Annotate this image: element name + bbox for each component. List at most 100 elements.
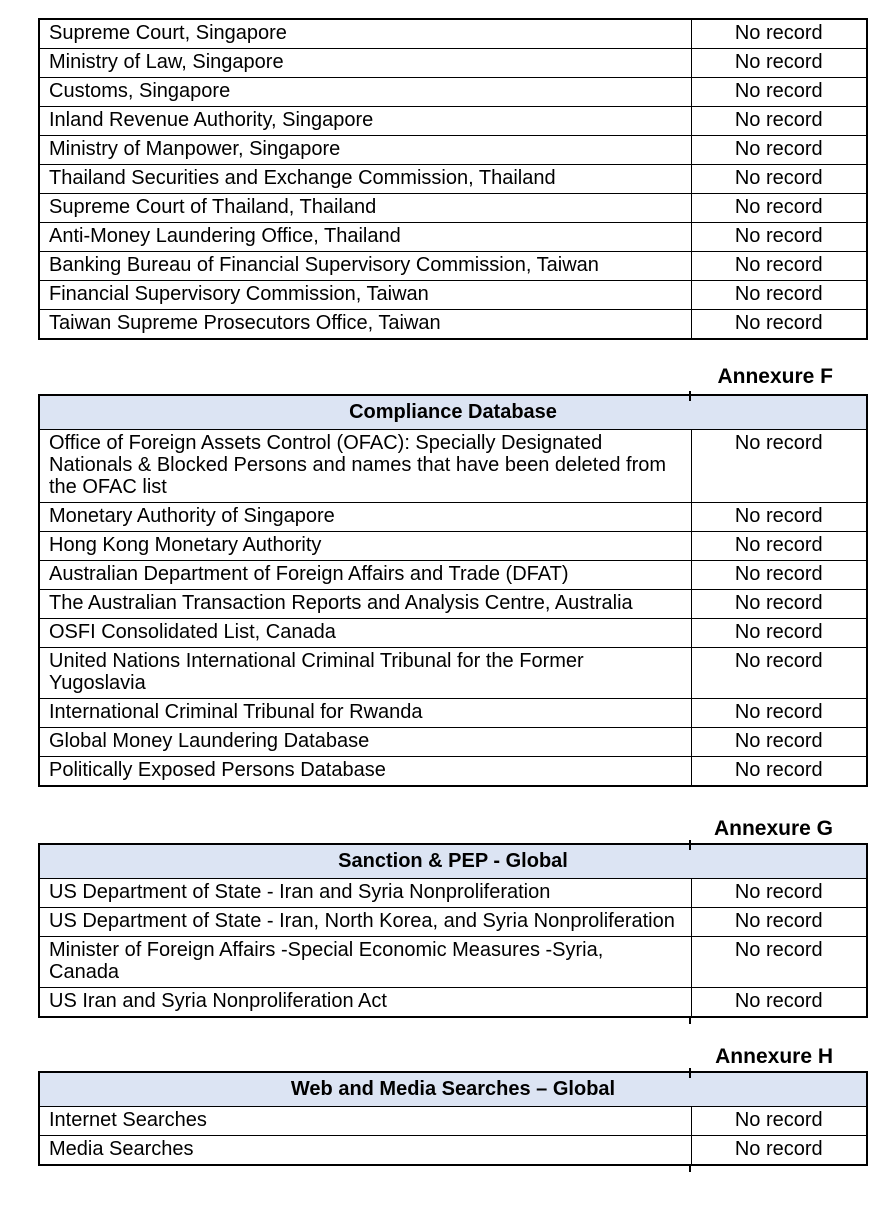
source-cell: Australian Department of Foreign Affairs… bbox=[38, 560, 692, 590]
table-row: Media Searches No record bbox=[38, 1135, 868, 1166]
source-cell: Supreme Court, Singapore bbox=[38, 18, 692, 49]
table-row: US Iran and Syria Nonproliferation Act No… bbox=[38, 987, 868, 1018]
table-title: Sanction & PEP - Global bbox=[38, 843, 868, 879]
table-row: Supreme Court of Thailand, Thailand No re… bbox=[38, 193, 868, 223]
section-web-media-searches: Web and Media Searches – Global Internet… bbox=[38, 1068, 868, 1172]
table-row: Ministry of Manpower, Singapore No record bbox=[38, 135, 868, 165]
report-page: Supreme Court, Singapore No record Ministr… bbox=[38, 18, 869, 1172]
annexure-h-label: Annexure H bbox=[715, 1045, 833, 1068]
result-cell: No record bbox=[690, 193, 868, 223]
annexure-g-label: Annexure G bbox=[713, 817, 833, 840]
section-sanction-pep-global: Sanction & PEP - Global US Department of… bbox=[38, 840, 869, 1024]
table-body: Sanction & PEP - Global bbox=[38, 843, 868, 879]
source-cell: International Criminal Tribunal for Rwan… bbox=[38, 698, 692, 728]
table-row: United Nations International Criminal Tr… bbox=[38, 647, 868, 699]
table-row: Thailand Securities and Exchange Commiss… bbox=[38, 164, 868, 194]
source-cell: Hong Kong Monetary Authority bbox=[38, 531, 692, 561]
result-cell: No record bbox=[690, 222, 868, 252]
source-cell: US Iran and Syria Nonproliferation Act bbox=[38, 987, 692, 1018]
table-row: OSFI Consolidated List, Canada No record bbox=[38, 618, 868, 648]
table-row: Taiwan Supreme Prosecutors Office, Taiwa… bbox=[38, 309, 868, 340]
section-jurisdiction-searches: Supreme Court, Singapore No record Ministr… bbox=[38, 18, 868, 340]
jurisdiction-searches-table: Supreme Court, Singapore No record Ministr… bbox=[38, 18, 868, 340]
table-title: Web and Media Searches – Global bbox=[38, 1071, 868, 1107]
result-cell: No record bbox=[690, 502, 868, 532]
table-row: Global Money Laundering Database No recor… bbox=[38, 727, 868, 757]
table-row: Office of Foreign Assets Control (OFAC):… bbox=[38, 429, 868, 503]
table-row: Customs, Singapore No record bbox=[38, 77, 868, 107]
result-cell: No record bbox=[690, 589, 868, 619]
result-cell: No record bbox=[690, 531, 868, 561]
source-cell: Ministry of Manpower, Singapore bbox=[38, 135, 692, 165]
result-cell: No record bbox=[690, 936, 868, 988]
source-cell: Supreme Court of Thailand, Thailand bbox=[38, 193, 692, 223]
annexure-f-label: Annexure F bbox=[717, 365, 833, 388]
result-cell: No record bbox=[690, 18, 868, 49]
source-cell: Minister of Foreign Affairs -Special Eco… bbox=[38, 936, 692, 988]
table-body: Supreme Court, Singapore No record Ministr… bbox=[38, 18, 868, 340]
table-body: US Department of State - Iran and Syria … bbox=[38, 878, 868, 1018]
source-cell: United Nations International Criminal Tr… bbox=[38, 647, 692, 699]
result-cell: No record bbox=[690, 106, 868, 136]
table-title-row: Sanction & PEP - Global bbox=[38, 843, 868, 879]
source-cell: Banking Bureau of Financial Supervisory … bbox=[38, 251, 692, 281]
result-cell: No record bbox=[690, 164, 868, 194]
source-cell: OSFI Consolidated List, Canada bbox=[38, 618, 692, 648]
source-cell: US Department of State - Iran, North Kor… bbox=[38, 907, 692, 937]
table-row: Inland Revenue Authority, Singapore No re… bbox=[38, 106, 868, 136]
result-cell: No record bbox=[690, 280, 868, 310]
table-body: Internet Searches No record Media Searches… bbox=[38, 1106, 868, 1166]
table-row: US Department of State - Iran and Syria … bbox=[38, 878, 868, 908]
result-cell: No record bbox=[690, 1106, 868, 1136]
result-cell: No record bbox=[690, 698, 868, 728]
result-cell: No record bbox=[690, 77, 868, 107]
result-cell: No record bbox=[690, 987, 868, 1018]
source-cell: Internet Searches bbox=[38, 1106, 692, 1136]
table-body: Web and Media Searches – Global bbox=[38, 1071, 868, 1107]
result-cell: No record bbox=[690, 48, 868, 78]
table-title-row: Compliance Database bbox=[38, 394, 868, 430]
table-row: Supreme Court, Singapore No record bbox=[38, 18, 868, 49]
source-cell: The Australian Transaction Reports and A… bbox=[38, 589, 692, 619]
source-cell: Customs, Singapore bbox=[38, 77, 692, 107]
source-cell: Thailand Securities and Exchange Commiss… bbox=[38, 164, 692, 194]
result-cell: No record bbox=[690, 878, 868, 908]
table-row: Banking Bureau of Financial Supervisory … bbox=[38, 251, 868, 281]
result-cell: No record bbox=[690, 727, 868, 757]
result-cell: No record bbox=[690, 1135, 868, 1166]
table-row: Internet Searches No record bbox=[38, 1106, 868, 1136]
source-cell: Global Money Laundering Database bbox=[38, 727, 692, 757]
section-compliance-database: Compliance Database Office of Foreign As… bbox=[38, 391, 869, 787]
table-row: Ministry of Law, Singapore No record bbox=[38, 48, 868, 78]
source-cell: Ministry of Law, Singapore bbox=[38, 48, 692, 78]
result-cell: No record bbox=[690, 251, 868, 281]
table-body: Office of Foreign Assets Control (OFAC):… bbox=[38, 429, 868, 787]
table-title-row: Web and Media Searches – Global bbox=[38, 1071, 868, 1107]
table-row: Politically Exposed Persons Database No r… bbox=[38, 756, 868, 787]
table-row: Hong Kong Monetary Authority No record bbox=[38, 531, 868, 561]
source-cell: Politically Exposed Persons Database bbox=[38, 756, 692, 787]
source-cell: Taiwan Supreme Prosecutors Office, Taiwa… bbox=[38, 309, 692, 340]
compliance-database-table: Compliance Database Office of Foreign As… bbox=[38, 394, 869, 787]
table-row: US Department of State - Iran, North Kor… bbox=[38, 907, 868, 937]
result-cell: No record bbox=[690, 907, 868, 937]
source-cell: Monetary Authority of Singapore bbox=[38, 502, 692, 532]
table-row: International Criminal Tribunal for Rwan… bbox=[38, 698, 868, 728]
source-cell: Anti-Money Laundering Office, Thailand bbox=[38, 222, 692, 252]
table-row: The Australian Transaction Reports and A… bbox=[38, 589, 868, 619]
result-cell: No record bbox=[690, 647, 868, 699]
table-title: Compliance Database bbox=[38, 394, 868, 430]
table-row: Minister of Foreign Affairs -Special Eco… bbox=[38, 936, 868, 988]
result-cell: No record bbox=[690, 618, 868, 648]
table-row: Financial Supervisory Commission, Taiwan… bbox=[38, 280, 868, 310]
source-cell: US Department of State - Iran and Syria … bbox=[38, 878, 692, 908]
result-cell: No record bbox=[690, 309, 868, 340]
sanction-pep-global-table: Sanction & PEP - Global US Department of… bbox=[38, 843, 869, 1018]
result-cell: No record bbox=[690, 429, 868, 503]
table-row: Australian Department of Foreign Affairs… bbox=[38, 560, 868, 590]
table-row: Monetary Authority of Singapore No record bbox=[38, 502, 868, 532]
source-cell: Inland Revenue Authority, Singapore bbox=[38, 106, 692, 136]
result-cell: No record bbox=[690, 756, 868, 787]
source-cell: Financial Supervisory Commission, Taiwan bbox=[38, 280, 692, 310]
table-body: Compliance Database bbox=[38, 394, 868, 430]
